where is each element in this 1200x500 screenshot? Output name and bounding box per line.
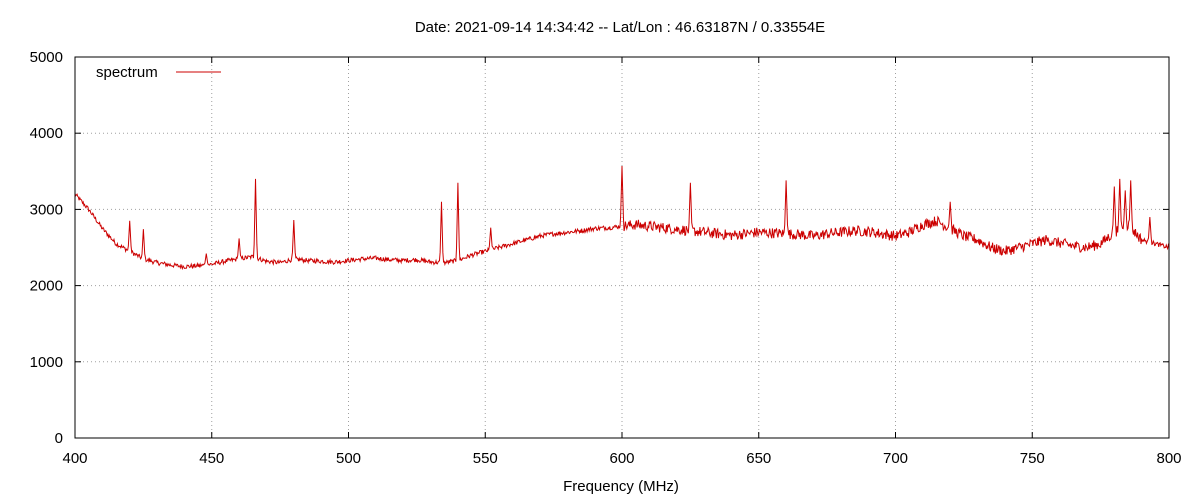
series-group: [74, 165, 1170, 271]
x-axis-label: Frequency (MHz): [563, 478, 679, 495]
x-tick-label: 750: [1020, 450, 1045, 467]
x-tick-label: 500: [336, 450, 361, 467]
x-tick-label: 650: [746, 450, 771, 467]
chart-title: Date: 2021-09-14 14:34:42 -- Lat/Lon : 4…: [415, 19, 825, 36]
x-tick-label: 700: [883, 450, 908, 467]
x-axis: 400 450 500 550 600 650 700 750 800: [62, 57, 1182, 467]
y-axis: 0 1000 2000 3000 4000 5000: [30, 49, 1169, 447]
x-tick-label: 450: [199, 450, 224, 467]
x-tick-label: 550: [473, 450, 498, 467]
x-tick-label: 600: [609, 450, 634, 467]
legend-label: spectrum: [96, 64, 158, 81]
y-tick-label: 0: [55, 430, 63, 447]
series-line-spectrum: [74, 165, 1170, 271]
y-tick-label: 3000: [30, 201, 63, 218]
y-tick-label: 1000: [30, 354, 63, 371]
x-tick-label: 800: [1156, 450, 1181, 467]
legend: spectrum: [96, 64, 221, 81]
y-tick-label: 5000: [30, 49, 63, 66]
y-tick-label: 4000: [30, 125, 63, 142]
x-tick-label: 400: [62, 450, 87, 467]
y-tick-label: 2000: [30, 278, 63, 295]
